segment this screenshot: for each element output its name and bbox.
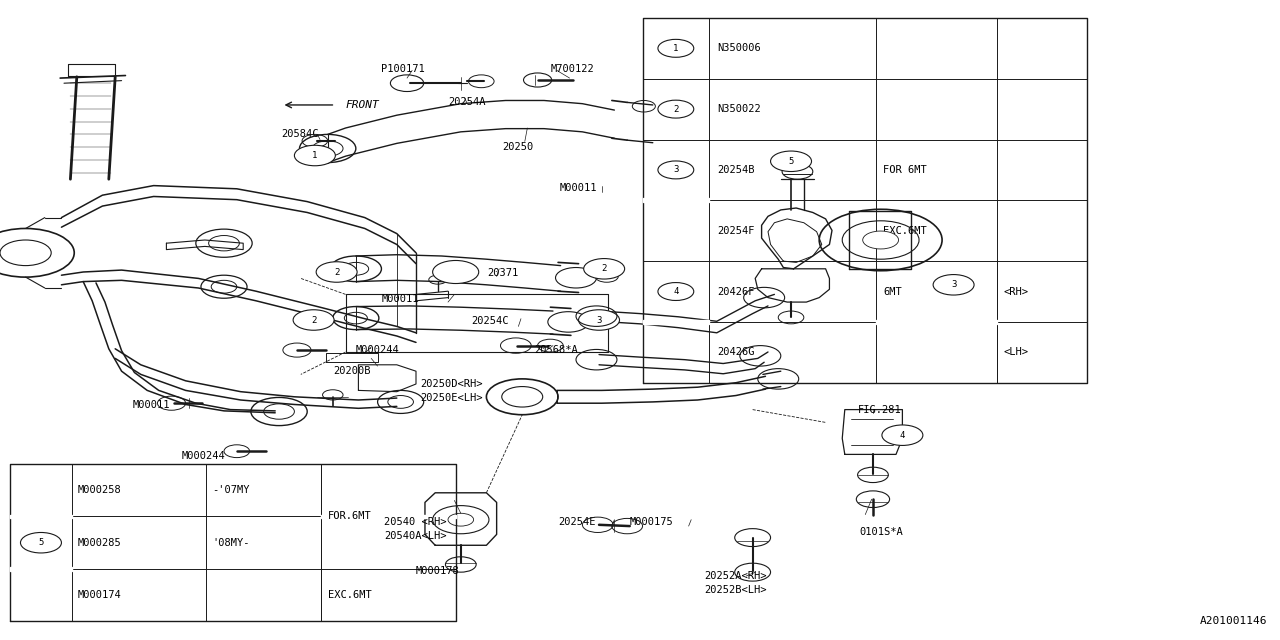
Circle shape <box>771 151 812 172</box>
Text: 20426F: 20426F <box>717 287 754 296</box>
Text: FOR 6MT: FOR 6MT <box>883 165 927 175</box>
Text: 5: 5 <box>38 538 44 547</box>
Text: A201001146: A201001146 <box>1199 616 1267 626</box>
Text: -'07MY: -'07MY <box>212 485 250 495</box>
Text: 3: 3 <box>596 316 602 324</box>
Text: M000174: M000174 <box>78 590 122 600</box>
FancyBboxPatch shape <box>643 320 709 324</box>
Text: 6MT: 6MT <box>883 287 902 296</box>
Text: N350006: N350006 <box>717 44 760 53</box>
Text: 0101S*A: 0101S*A <box>859 527 902 538</box>
Circle shape <box>933 275 974 295</box>
Text: 20371: 20371 <box>488 268 518 278</box>
Text: M000258: M000258 <box>78 485 122 495</box>
Text: 20252B<LH>: 20252B<LH> <box>704 585 767 595</box>
Text: 4: 4 <box>900 431 905 440</box>
Text: M000244: M000244 <box>182 451 225 461</box>
Text: 20250E<LH>: 20250E<LH> <box>420 393 483 403</box>
Text: M000178: M000178 <box>416 566 460 576</box>
Text: P100171: P100171 <box>381 64 425 74</box>
Text: 2: 2 <box>673 104 678 114</box>
Text: M00011: M00011 <box>133 400 170 410</box>
Text: <RH>: <RH> <box>1004 287 1029 296</box>
Circle shape <box>584 259 625 279</box>
Circle shape <box>863 231 899 249</box>
Circle shape <box>658 100 694 118</box>
Text: 20250: 20250 <box>502 142 532 152</box>
Text: 20568*A: 20568*A <box>534 345 577 355</box>
Circle shape <box>294 145 335 166</box>
Circle shape <box>579 310 620 330</box>
Text: M000175: M000175 <box>630 516 673 527</box>
Text: 20254C: 20254C <box>471 316 508 326</box>
Text: 20200B: 20200B <box>333 366 370 376</box>
Text: 4: 4 <box>673 287 678 296</box>
Circle shape <box>433 260 479 284</box>
Text: 20252A<RH>: 20252A<RH> <box>704 571 767 581</box>
FancyBboxPatch shape <box>876 320 997 324</box>
FancyBboxPatch shape <box>10 567 72 571</box>
Circle shape <box>658 40 694 58</box>
Text: FIG.281: FIG.281 <box>858 404 901 415</box>
Text: 3: 3 <box>951 280 956 289</box>
Text: N350022: N350022 <box>717 104 760 114</box>
Text: M700122: M700122 <box>550 64 594 74</box>
Circle shape <box>316 262 357 282</box>
Text: 20254E: 20254E <box>558 516 595 527</box>
Circle shape <box>882 425 923 445</box>
Text: '08MY-: '08MY- <box>212 538 250 548</box>
Text: 20254F: 20254F <box>717 226 754 236</box>
Text: 1: 1 <box>673 44 678 53</box>
Text: 2: 2 <box>334 268 339 276</box>
Text: 20254B: 20254B <box>717 165 754 175</box>
Text: 2: 2 <box>602 264 607 273</box>
FancyBboxPatch shape <box>321 515 456 518</box>
Text: M00011: M00011 <box>559 183 596 193</box>
Text: 3: 3 <box>673 165 678 175</box>
FancyBboxPatch shape <box>10 515 72 518</box>
Text: 2: 2 <box>311 316 316 324</box>
Circle shape <box>658 283 694 301</box>
Text: M000244: M000244 <box>356 345 399 355</box>
Circle shape <box>20 532 61 553</box>
Text: EXC.6MT: EXC.6MT <box>328 590 371 600</box>
Text: M000285: M000285 <box>78 538 122 548</box>
Text: FOR.6MT: FOR.6MT <box>328 511 371 522</box>
Text: M00011: M00011 <box>381 294 419 304</box>
Text: 20426G: 20426G <box>717 348 754 357</box>
FancyBboxPatch shape <box>643 198 709 202</box>
Text: 20254A: 20254A <box>448 97 485 108</box>
Text: FRONT: FRONT <box>346 100 379 110</box>
Text: 20540A<LH>: 20540A<LH> <box>384 531 447 541</box>
Text: 20540 <RH>: 20540 <RH> <box>384 516 447 527</box>
Text: 5: 5 <box>788 157 794 166</box>
Text: EXC.6MT: EXC.6MT <box>883 226 927 236</box>
Text: 20584C: 20584C <box>282 129 319 140</box>
Circle shape <box>658 161 694 179</box>
Text: <LH>: <LH> <box>1004 348 1029 357</box>
Circle shape <box>293 310 334 330</box>
Text: 1: 1 <box>312 151 317 160</box>
Text: 20250D<RH>: 20250D<RH> <box>420 379 483 389</box>
